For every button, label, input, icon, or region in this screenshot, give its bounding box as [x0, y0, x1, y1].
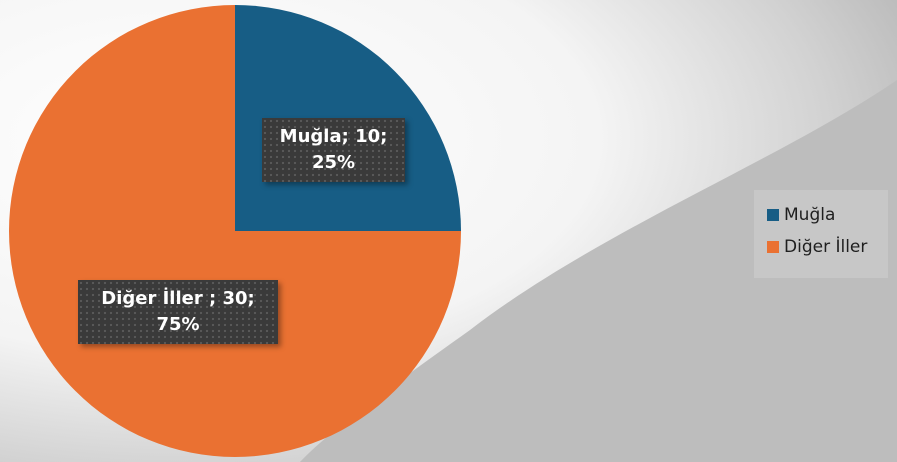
legend-item-mugla: Muğla	[767, 199, 888, 231]
legend: Muğla Diğer İller	[754, 190, 888, 278]
legend-label-mugla: Muğla	[784, 205, 836, 225]
legend-label-diger-iller: Diğer İller	[784, 237, 868, 257]
legend-item-diger-iller: Diğer İller	[767, 231, 888, 263]
legend-swatch-diger-iller	[767, 241, 779, 253]
data-label-mugla-line2: 25%	[311, 152, 356, 173]
data-label-mugla-line1: Muğla; 10;	[279, 126, 388, 147]
data-label-diger-iller-line2: 75%	[156, 314, 200, 335]
legend-swatch-mugla	[767, 209, 779, 221]
pie-slice-diger-iller	[9, 5, 461, 457]
data-label-diger-iller-line1: Diğer İller ; 30;	[101, 288, 255, 309]
data-label-diger-iller: Diğer İller ; 30; 75%	[78, 280, 278, 344]
data-label-mugla: Muğla; 10; 25%	[262, 118, 405, 182]
